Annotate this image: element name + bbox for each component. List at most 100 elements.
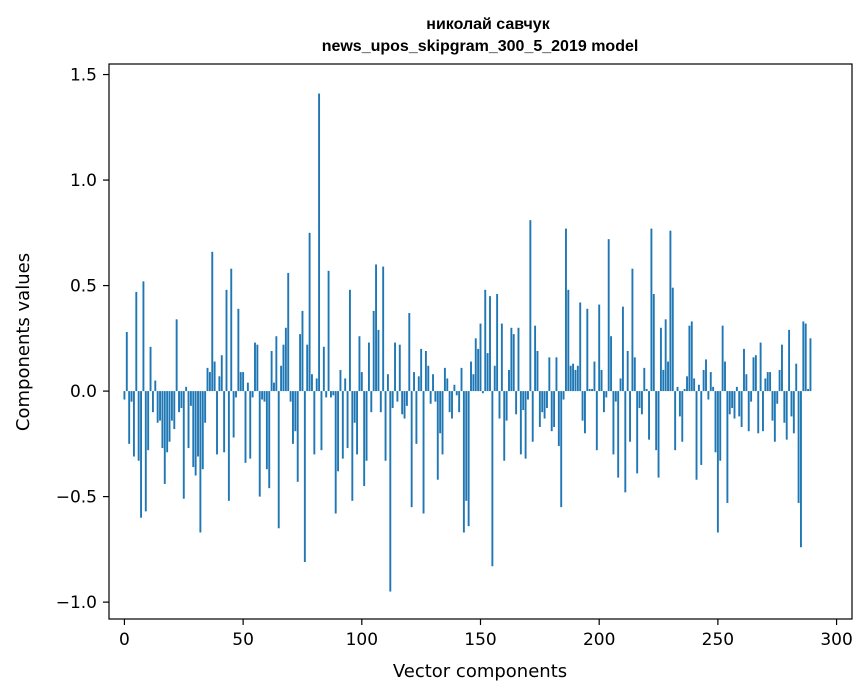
bar-243 [700,391,703,465]
bar-39 [216,391,218,455]
bar-108 [379,391,382,413]
bar-223 [652,294,655,392]
bar-99 [358,336,361,392]
bar-62 [270,351,273,392]
bar-183 [557,391,560,446]
bar-277 [781,344,783,392]
bar-181 [553,391,556,427]
bar-42 [223,391,226,453]
bar-43 [225,289,228,392]
bar-253 [724,361,726,392]
bar-18 [166,391,169,453]
bar-21 [173,391,176,430]
bar-230 [669,230,672,392]
bar-245 [705,359,707,392]
bar-225 [657,391,660,478]
bar-268 [759,342,762,392]
bar-233 [676,386,679,392]
bar-54 [251,391,254,398]
bar-136 [446,378,449,392]
bar-270 [764,378,767,392]
bar-117 [401,391,404,415]
bar-269 [762,391,764,432]
bar-85 [325,391,328,398]
bar-200 [598,304,601,392]
bar-126 [422,391,425,514]
bar-114 [394,342,396,392]
bar-71 [292,391,294,444]
bar-164 [512,334,515,392]
bar-115 [396,391,399,402]
bar-73 [296,391,299,482]
bar-36 [208,372,211,392]
bar-220 [645,388,648,392]
bar-40 [218,376,221,392]
y-tick-label: −1.0 [56,593,97,613]
bar-279 [785,391,788,440]
bar-217 [638,391,641,408]
bar-276 [778,369,781,392]
bar-4 [132,391,135,457]
bar-95 [348,289,351,392]
bar-116 [398,344,401,392]
bar-266 [754,355,757,392]
bar-104 [370,391,373,413]
bar-222 [650,228,653,392]
x-axis-label: Vector components [393,661,567,682]
bar-96 [351,391,354,501]
bar-13 [154,380,157,392]
bar-105 [372,310,375,392]
bar-66 [280,365,283,392]
bar-244 [702,369,705,392]
bar-35 [206,367,209,392]
bar-1 [125,332,128,392]
bar-146 [470,361,472,392]
bar-193 [581,391,584,421]
bar-60 [265,391,268,470]
y-tick-label: 0.5 [70,277,97,297]
bar-156 [493,365,496,392]
bar-261 [743,348,745,392]
bar-49 [239,372,242,392]
bar-138 [451,391,453,419]
bar-263 [747,391,750,432]
y-tick-label: −0.5 [56,488,97,508]
bar-176 [541,391,544,413]
bar-122 [413,372,415,392]
bar-257 [733,391,736,419]
bar-81 [315,378,318,392]
bar-137 [448,391,451,413]
bar-240 [693,378,696,392]
bar-79 [311,374,313,392]
bar-63 [273,382,275,392]
bar-5 [135,291,138,392]
bar-289 [809,338,812,392]
bar-192 [579,302,582,392]
bar-145 [467,391,470,527]
bar-33 [201,391,204,470]
bar-75 [301,310,304,392]
bar-110 [384,391,387,461]
bar-177 [543,391,546,419]
bar-264 [750,391,753,402]
bar-255 [728,391,731,415]
bar-205 [610,336,613,392]
bar-275 [776,391,779,404]
bar-258 [735,386,738,392]
bar-124 [417,376,420,392]
bar-84 [322,346,325,392]
bar-78 [308,232,311,392]
bar-147 [472,374,475,392]
y-tick-label: 1.5 [70,66,97,86]
bar-239 [690,321,693,392]
bar-52 [246,382,249,392]
bar-194 [584,391,586,434]
bar-127 [424,351,427,392]
bar-72 [294,391,297,432]
bar-283 [795,363,798,392]
bar-69 [287,272,290,392]
bar-74 [299,334,302,392]
bar-50 [242,372,245,392]
x-tick-label: 250 [702,630,734,650]
bar-87 [330,391,332,398]
